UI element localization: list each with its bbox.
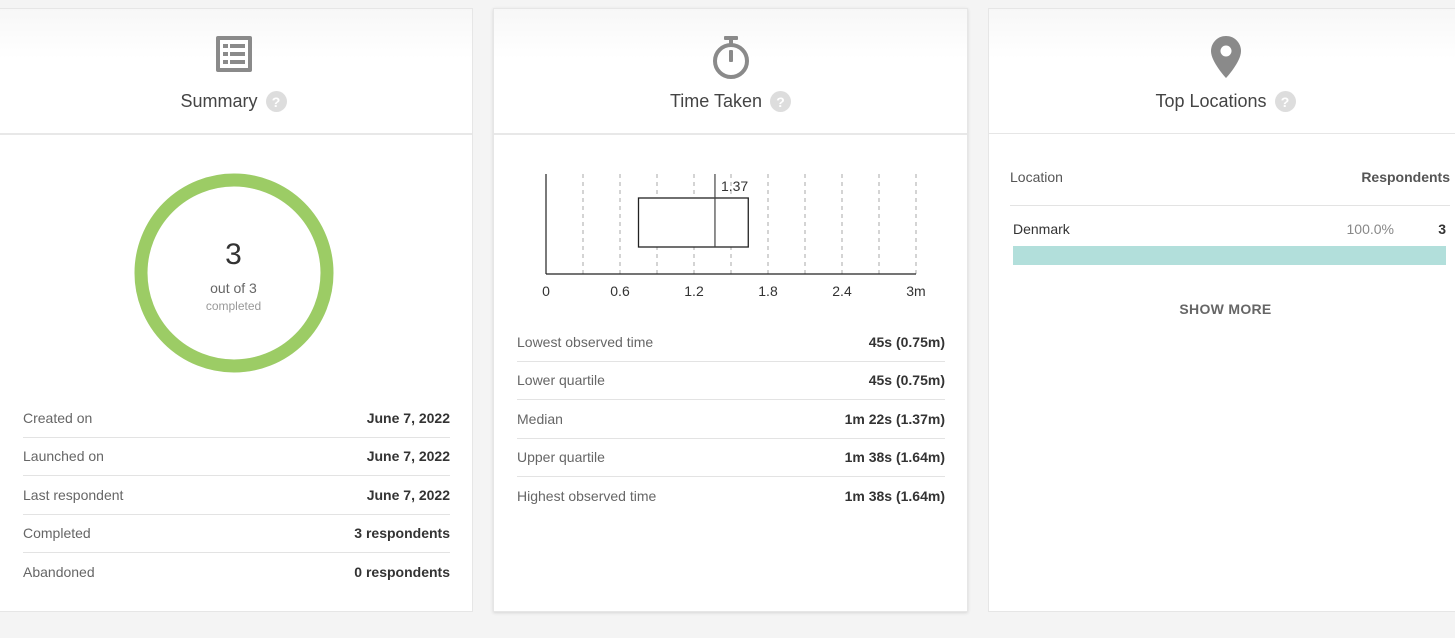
- stat-row: Highest observed time 1m 38s (1.64m): [517, 477, 945, 515]
- completed-count: 3: [225, 237, 242, 271]
- stat-label: Highest observed time: [517, 487, 657, 504]
- x-tick-label: 0.6: [610, 283, 630, 299]
- x-tick-label: 0: [542, 283, 550, 299]
- stat-value: 0 respondents: [354, 563, 450, 580]
- top-locations-title: Top Locations: [1155, 91, 1267, 111]
- time-boxplot: 0 0.6 1.2 1.8 2.4 3m 1.37: [542, 174, 926, 299]
- stat-value: 1m 38s (1.64m): [844, 449, 945, 466]
- stat-label: Median: [517, 410, 563, 427]
- stat-row: Last respondent June 7, 2022: [23, 476, 450, 515]
- location-percent: 100.0%: [1346, 221, 1394, 237]
- stat-label: Created on: [23, 409, 93, 426]
- stat-row: Abandoned 0 respondents: [23, 553, 450, 591]
- stat-label: Completed: [23, 525, 91, 542]
- list-icon: [215, 36, 252, 72]
- completion-ring: [134, 173, 333, 373]
- top-locations-card: Top Locations ? Location Respondents Den…: [988, 8, 1455, 612]
- stat-label: Lowest observed time: [517, 333, 654, 350]
- stat-label: Launched on: [23, 448, 104, 465]
- time-stats: Lowest observed time 45s (0.75m) Lower qu…: [517, 323, 945, 515]
- stat-row: Lower quartile 45s (0.75m): [517, 362, 945, 400]
- x-tick-label: 2.4: [832, 283, 852, 299]
- stat-value: 45s (0.75m): [868, 333, 945, 350]
- location-pin-icon: [1210, 36, 1241, 78]
- stat-value: 1m 22s (1.37m): [844, 410, 945, 427]
- time-taken-header: Time Taken ?: [494, 9, 967, 135]
- column-respondents: Respondents: [1361, 169, 1450, 185]
- top-locations-header: Top Locations ?: [989, 9, 1455, 134]
- summary-header: Summary ?: [0, 9, 472, 135]
- location-name: Denmark: [1013, 221, 1070, 237]
- show-more-button[interactable]: SHOW MORE: [1179, 301, 1272, 317]
- stat-value: June 7, 2022: [366, 409, 450, 426]
- stat-value: 45s (0.75m): [868, 372, 945, 389]
- stat-label: Lower quartile: [517, 372, 605, 389]
- x-tick-label: 1.2: [684, 283, 704, 299]
- completed-label: completed: [205, 298, 262, 313]
- stat-value: 1m 38s (1.64m): [844, 487, 945, 504]
- out-of-label: out of 3: [210, 279, 257, 296]
- box-iqr: [637, 197, 749, 248]
- stat-value: 3 respondents: [354, 525, 450, 542]
- stat-row: Created on June 7, 2022: [23, 399, 450, 438]
- stat-row: Lowest observed time 45s (0.75m): [517, 323, 945, 362]
- stat-row: Completed 3 respondents: [23, 515, 450, 553]
- stat-row: Launched on June 7, 2022: [23, 438, 450, 476]
- summary-stats: Created on June 7, 2022 Launched on June 7…: [23, 399, 450, 591]
- location-count: 3: [1438, 221, 1446, 237]
- stat-label: Last respondent: [23, 486, 124, 503]
- stat-label: Abandoned: [23, 563, 95, 580]
- stat-value: June 7, 2022: [366, 486, 450, 503]
- summary-title: Summary: [180, 91, 258, 111]
- location-row: Denmark 100.0% 3: [1013, 219, 1446, 265]
- median-label: 1.37: [721, 178, 748, 194]
- stat-value: June 7, 2022: [366, 448, 450, 465]
- stat-row: Upper quartile 1m 38s (1.64m): [517, 439, 945, 477]
- location-bar-track: [1013, 246, 1446, 265]
- stat-label: Upper quartile: [517, 449, 605, 466]
- help-icon[interactable]: ?: [265, 91, 287, 112]
- stopwatch-icon: [712, 36, 749, 79]
- x-tick-label: 1.8: [758, 283, 778, 299]
- column-location: Location: [1010, 169, 1063, 185]
- x-tick-label: 3m: [906, 283, 925, 299]
- time-taken-title: Time Taken: [669, 91, 763, 111]
- summary-card: Summary ? 3 out of 3 completed Created o…: [0, 8, 473, 612]
- location-bar-fill: [1013, 246, 1446, 265]
- help-icon[interactable]: ?: [770, 91, 792, 112]
- completion-donut: 3 out of 3 completed: [134, 173, 334, 373]
- stat-row: Median 1m 22s (1.37m): [517, 400, 945, 439]
- locations-table-header: Location Respondents: [1010, 169, 1450, 206]
- time-taken-card: Time Taken ? 0 0.6 1.2 1.8 2.4 3m 1.37 Lowest …: [493, 8, 968, 612]
- help-icon[interactable]: ?: [1274, 91, 1296, 112]
